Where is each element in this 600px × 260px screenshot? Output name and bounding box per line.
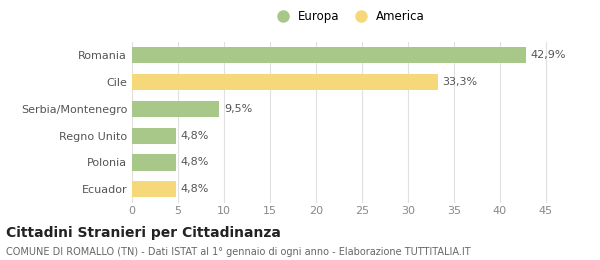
Bar (132, 47, 526, 63)
Legend: Europa, America: Europa, America (271, 10, 425, 23)
Text: COMUNE DI ROMALLO (TN) - Dati ISTAT al 1° gennaio di ogni anno - Elaborazione TU: COMUNE DI ROMALLO (TN) - Dati ISTAT al 1… (6, 247, 470, 257)
Text: Cittadini Stranieri per Cittadinanza: Cittadini Stranieri per Cittadinanza (6, 226, 281, 240)
Bar (132, 181, 176, 197)
Bar (132, 74, 438, 90)
Text: 4,8%: 4,8% (181, 158, 209, 167)
Bar (132, 154, 176, 171)
Text: 4,8%: 4,8% (181, 184, 209, 194)
Bar (132, 128, 176, 144)
Bar (132, 101, 220, 117)
Text: 42,9%: 42,9% (531, 50, 566, 60)
Text: 33,3%: 33,3% (443, 77, 478, 87)
Text: 4,8%: 4,8% (181, 131, 209, 141)
Text: 9,5%: 9,5% (224, 104, 252, 114)
